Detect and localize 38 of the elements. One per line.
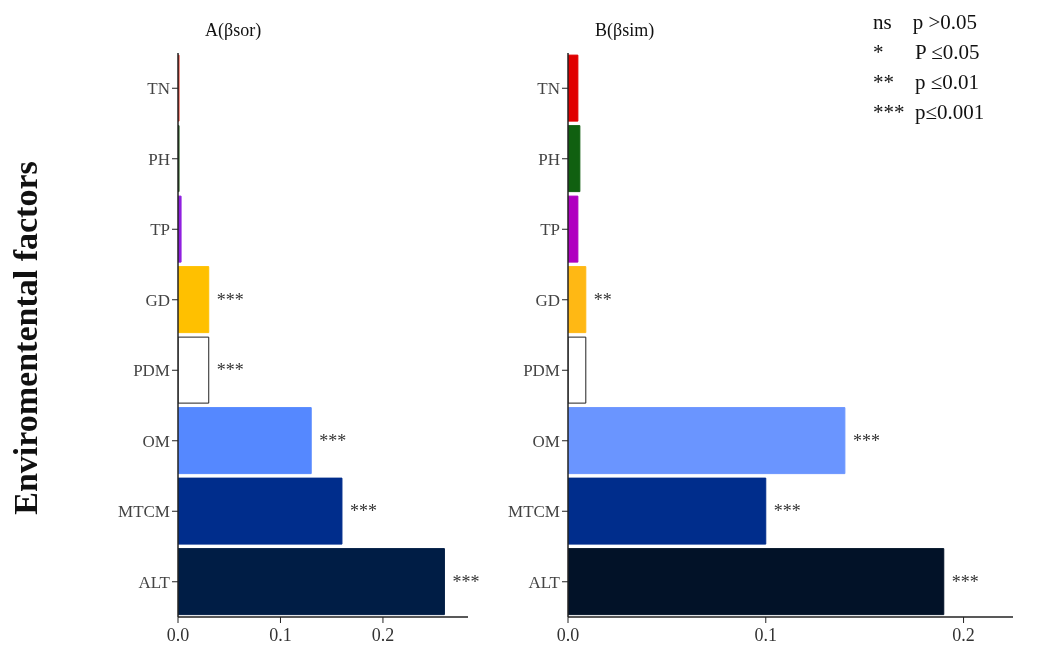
text: ns p >0.05 xyxy=(873,10,978,35)
y-tick-label: TP xyxy=(150,220,170,240)
data-label: *** xyxy=(216,360,244,381)
data-label: *** xyxy=(452,571,480,592)
y-tick-label: OM xyxy=(532,431,560,451)
y-tick-label: GD xyxy=(145,290,170,310)
y-tick-label: PH xyxy=(538,149,560,169)
data-label: *** xyxy=(852,430,880,451)
data-label: *** xyxy=(773,501,801,522)
annotation: * P ≤0.05 xyxy=(873,40,981,65)
y-tick-label: PDM xyxy=(523,361,560,381)
x-tick-label: 0.1 xyxy=(754,625,778,645)
y-tick-label: TP xyxy=(540,220,560,240)
y-tick-label: ALT xyxy=(138,572,171,592)
y-tick-label: TN xyxy=(537,79,560,99)
y-tick-label: GD xyxy=(535,290,560,310)
y-tick-label: MTCM xyxy=(508,502,560,522)
x-tick-label: 0.0 xyxy=(166,625,190,645)
y-tick-label: ALT xyxy=(528,572,561,592)
x-tick-label: 0.1 xyxy=(269,625,292,645)
data-label: *** xyxy=(349,501,377,522)
x-tick-label: 0.2 xyxy=(952,625,975,645)
data-label: *** xyxy=(951,571,979,592)
y-tick-label: TN xyxy=(147,79,170,99)
y-tick-label: PH xyxy=(148,149,170,169)
y-axis-title: Enviromentental factors xyxy=(7,161,45,515)
x-tick-label: 0.0 xyxy=(556,625,580,645)
data-label: *** xyxy=(319,430,347,451)
y-tick-label: MTCM xyxy=(118,502,170,522)
y-tick-label: OM xyxy=(142,431,170,451)
annotation: *** p≤0.001 xyxy=(873,100,986,125)
chart-title: A(βsor) xyxy=(205,20,262,41)
data-label: *** xyxy=(216,289,244,310)
annotation: ** p ≤0.01 xyxy=(873,70,981,95)
x-tick-label: 0.2 xyxy=(371,625,395,645)
chart-title: B(βsim) xyxy=(595,20,655,41)
data-label: ** xyxy=(593,289,612,310)
y-tick-label: PDM xyxy=(133,361,170,381)
